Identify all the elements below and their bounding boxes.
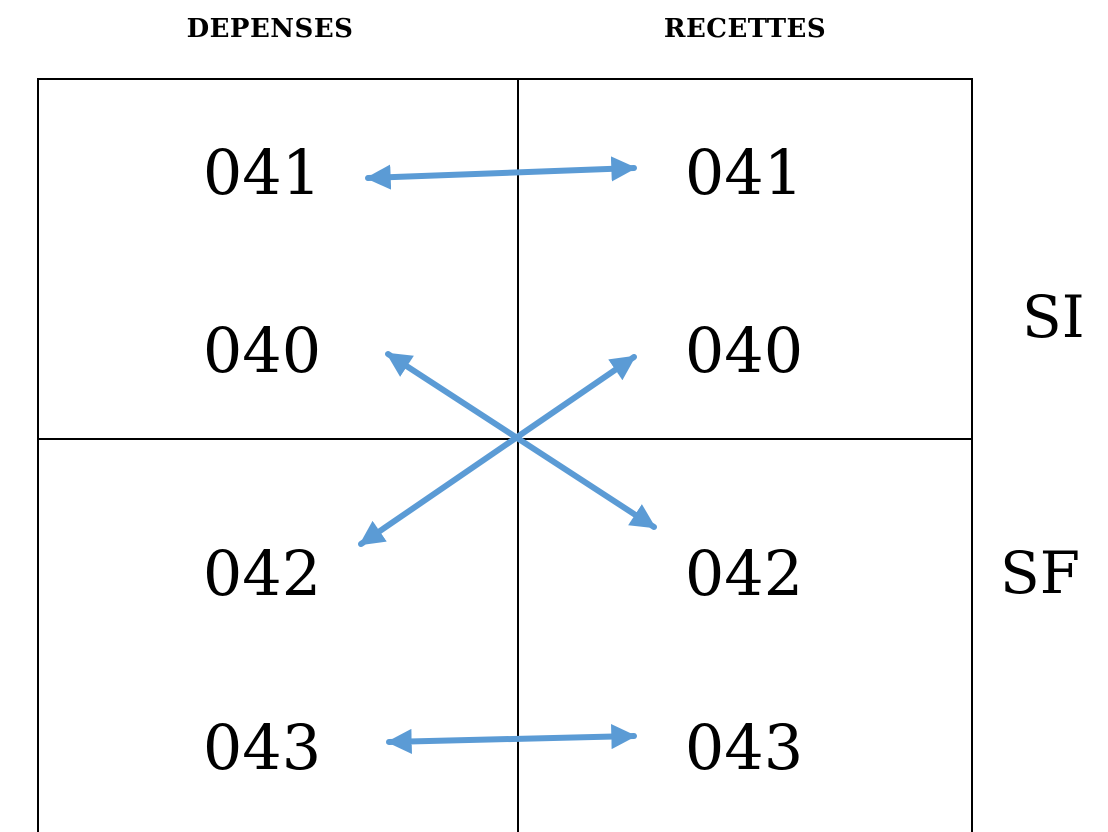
depenses-code-042: 042: [202, 537, 322, 610]
depenses-code-043: 043: [202, 711, 322, 784]
recettes-code-043: 043: [684, 711, 804, 784]
section-label-sf: SF: [1000, 539, 1080, 607]
recettes-code-040: 040: [684, 314, 804, 387]
recettes-code-042: 042: [684, 537, 804, 610]
arrow-041-link: [365, 156, 637, 190]
depenses-code-040: 040: [202, 314, 322, 387]
depenses-code-041: 041: [202, 136, 322, 209]
recettes-header: RECETTES: [663, 14, 827, 44]
table-outline: [37, 78, 973, 832]
arrow-043-link: [386, 723, 637, 755]
depenses-header: DEPENSES: [186, 14, 354, 44]
recettes-code-041: 041: [684, 136, 804, 209]
section-label-si: SI: [1022, 283, 1085, 351]
arrow-rec040-to-dep042: [358, 354, 637, 547]
